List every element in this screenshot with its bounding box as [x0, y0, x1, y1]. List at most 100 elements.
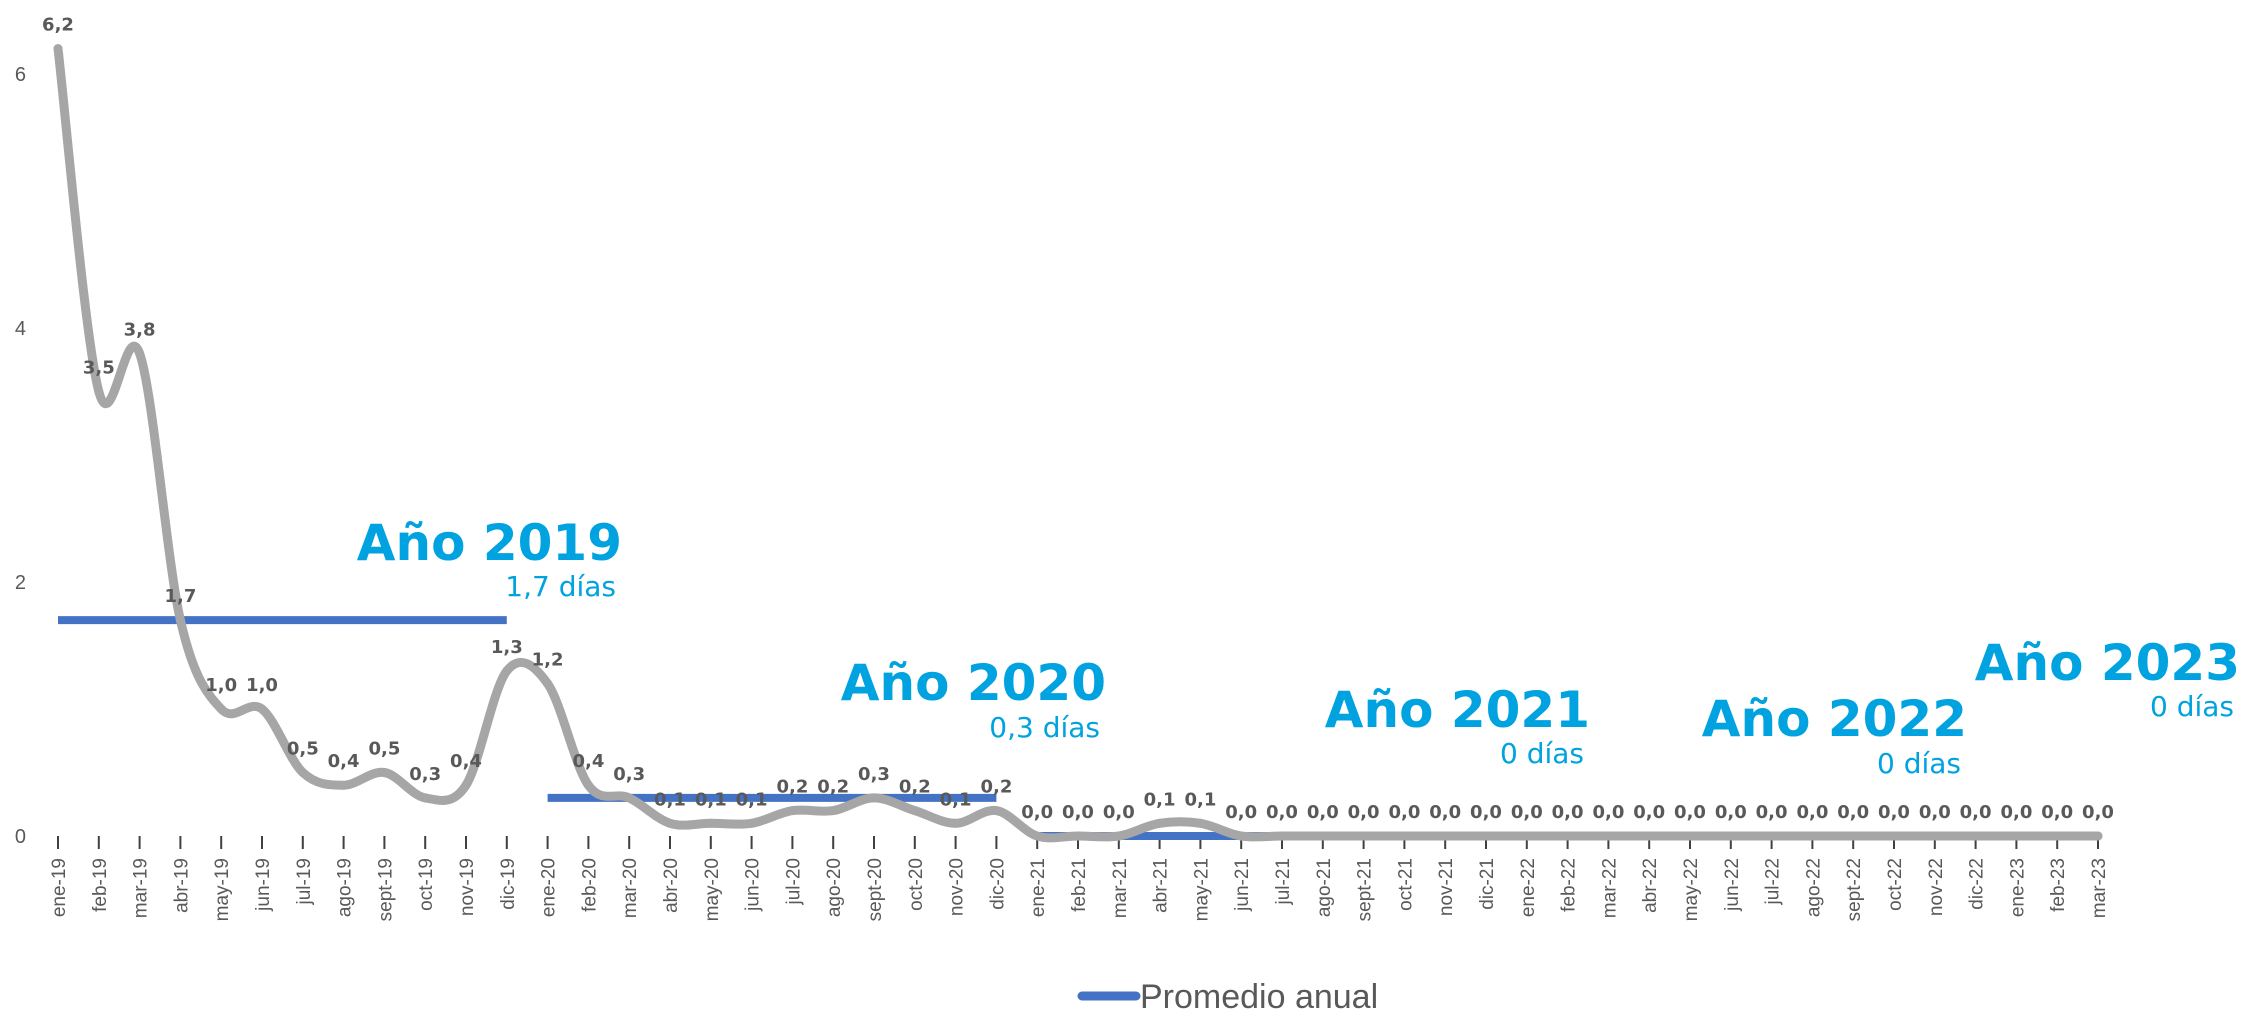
x-tick-label: sept-22: [1844, 858, 1865, 921]
x-tick-label: jul-19: [294, 858, 315, 905]
data-label: 0,1: [695, 789, 727, 810]
data-label: 0,0: [1470, 802, 1502, 823]
data-point: [583, 780, 593, 790]
x-tick-label: oct-19: [416, 858, 437, 911]
data-point: [1889, 831, 1899, 841]
x-tick-label: jun-20: [743, 858, 764, 912]
data-point: [216, 704, 226, 714]
x-tick-label: oct-20: [906, 858, 927, 911]
data-point: [1848, 831, 1858, 841]
data-point: [1359, 831, 1369, 841]
data-point: [1236, 831, 1246, 841]
x-tick-label: nov-22: [1926, 858, 1947, 916]
data-label: 1,0: [246, 675, 278, 696]
data-point: [706, 818, 716, 828]
data-point: [2011, 831, 2021, 841]
x-tick-label: ago-22: [1803, 858, 1824, 917]
x-tick-label: sept-20: [865, 858, 886, 921]
data-point: [1807, 831, 1817, 841]
data-point: [1563, 831, 1573, 841]
data-point: [747, 818, 757, 828]
data-point: [1114, 831, 1124, 841]
annotation-title: Año 2022: [1702, 690, 1967, 748]
data-label: 6,2: [42, 15, 74, 36]
data-point: [175, 615, 185, 625]
annotation-subtitle: 0,3 días: [989, 711, 1100, 744]
data-point: [1603, 831, 1613, 841]
data-label: 0,2: [899, 777, 931, 798]
data-point: [624, 793, 634, 803]
x-tick-label: ene-21: [1028, 858, 1049, 917]
data-point: [787, 806, 797, 816]
data-point: [1399, 831, 1409, 841]
data-label: 0,0: [1878, 802, 1910, 823]
data-point: [1726, 831, 1736, 841]
x-tick-label: mar-20: [620, 858, 641, 918]
data-point: [298, 768, 308, 777]
data-point: [461, 780, 471, 790]
data-point: [991, 806, 1001, 816]
data-label: 0,1: [940, 789, 972, 810]
x-tick-label: mar-19: [131, 858, 152, 918]
data-point: [1930, 831, 1940, 841]
data-label: 0,0: [1674, 802, 1706, 823]
x-tick-label: dic-21: [1477, 858, 1498, 910]
data-label: 0,1: [1144, 789, 1176, 810]
data-point: [339, 780, 349, 790]
data-label: 0,5: [368, 739, 400, 760]
x-tick-label: nov-19: [457, 858, 478, 916]
data-label: 0,0: [1633, 802, 1665, 823]
data-label: 1,0: [205, 675, 237, 696]
x-tick-label: ene-23: [2007, 858, 2028, 917]
data-label: 0,0: [1592, 802, 1624, 823]
data-point: [910, 806, 920, 816]
x-tick-label: ene-22: [1518, 858, 1539, 917]
data-point: [1440, 831, 1450, 841]
data-point: [94, 387, 104, 396]
data-point: [543, 679, 553, 689]
x-tick-label: abr-20: [661, 858, 682, 913]
data-label: 0,3: [858, 764, 890, 785]
data-point: [2052, 831, 2062, 841]
annotation-subtitle: 0 días: [2150, 690, 2234, 723]
x-tick-label: ago-19: [335, 858, 356, 917]
data-point: [951, 818, 961, 828]
x-tick-label: jun-21: [1232, 858, 1253, 912]
data-point: [1155, 818, 1165, 828]
data-labels: 6,2 3,5 3,8 1,7 1,0 1,0 0,5 0,4 0,5 0,3 0,4 1,3 1,2 0…: [42, 15, 2114, 823]
legend-label: Promedio anual: [1140, 978, 1378, 1013]
data-point: [420, 793, 430, 803]
data-point: [1644, 831, 1654, 841]
x-tick-label: abr-19: [171, 858, 192, 913]
data-point: [1195, 818, 1205, 828]
data-label: 0,0: [2041, 802, 2073, 823]
x-tick-label: may-21: [1191, 858, 1212, 921]
data-label: 0,4: [328, 751, 360, 772]
x-tick-label: dic-19: [498, 858, 519, 910]
annotation-title: Año 2019: [357, 514, 622, 572]
y-tick-label: 2: [15, 572, 26, 594]
data-label: 0,2: [980, 777, 1012, 798]
data-label: 0,5: [287, 739, 319, 760]
x-tick-label: sept-19: [375, 858, 396, 921]
data-label: 3,8: [124, 319, 156, 340]
y-axis-ticks: 0 2 4 6: [15, 64, 26, 848]
x-tick-label: may-22: [1681, 858, 1702, 921]
annotation-title: Año 2023: [1975, 634, 2240, 692]
data-label: 0,0: [1103, 802, 1135, 823]
data-point: [257, 704, 267, 714]
data-label: 0,0: [1307, 802, 1339, 823]
x-tick-label: abr-21: [1151, 858, 1172, 913]
x-tick-label: dic-22: [1967, 858, 1988, 910]
x-tick-label: feb-22: [1559, 858, 1580, 912]
data-label: 0,3: [409, 764, 441, 785]
data-label: 0,0: [2000, 802, 2032, 823]
data-label: 0,4: [450, 751, 482, 772]
x-tick-label: feb-23: [2048, 858, 2069, 912]
x-tick-label: ene-20: [539, 858, 560, 917]
data-label: 0,2: [817, 777, 849, 798]
data-point: [869, 793, 879, 803]
data-label: 0,1: [654, 789, 686, 810]
data-label: 0,0: [1225, 802, 1257, 823]
